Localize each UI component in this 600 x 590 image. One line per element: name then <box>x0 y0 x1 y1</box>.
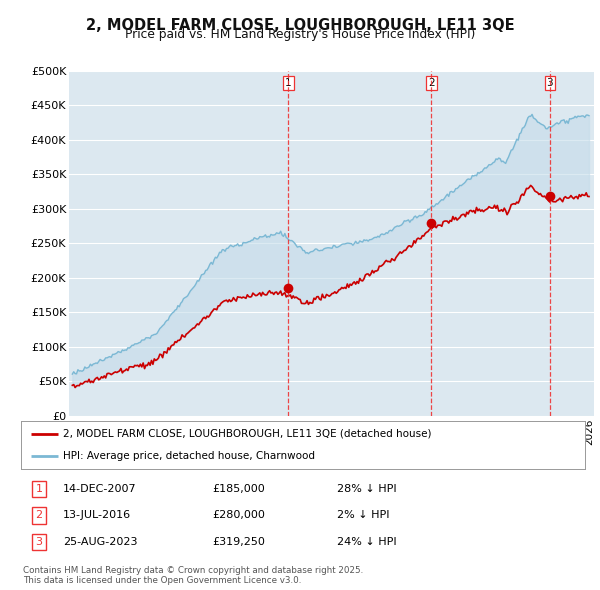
Text: 2, MODEL FARM CLOSE, LOUGHBOROUGH, LE11 3QE (detached house): 2, MODEL FARM CLOSE, LOUGHBOROUGH, LE11 … <box>64 429 432 439</box>
Text: Price paid vs. HM Land Registry's House Price Index (HPI): Price paid vs. HM Land Registry's House … <box>125 28 475 41</box>
Text: 2: 2 <box>35 510 43 520</box>
Text: 13-JUL-2016: 13-JUL-2016 <box>64 510 131 520</box>
Text: 1: 1 <box>35 484 43 494</box>
Text: 24% ↓ HPI: 24% ↓ HPI <box>337 537 397 547</box>
Text: 3: 3 <box>547 78 553 88</box>
Text: 14-DEC-2007: 14-DEC-2007 <box>64 484 137 494</box>
Text: HPI: Average price, detached house, Charnwood: HPI: Average price, detached house, Char… <box>64 451 316 461</box>
Text: 2: 2 <box>428 78 434 88</box>
Text: 28% ↓ HPI: 28% ↓ HPI <box>337 484 397 494</box>
Text: 2, MODEL FARM CLOSE, LOUGHBOROUGH, LE11 3QE: 2, MODEL FARM CLOSE, LOUGHBOROUGH, LE11 … <box>86 18 514 32</box>
Text: £280,000: £280,000 <box>213 510 266 520</box>
Text: Contains HM Land Registry data © Crown copyright and database right 2025.
This d: Contains HM Land Registry data © Crown c… <box>23 566 363 585</box>
Text: £319,250: £319,250 <box>213 537 266 547</box>
Text: £185,000: £185,000 <box>213 484 266 494</box>
Text: 2% ↓ HPI: 2% ↓ HPI <box>337 510 389 520</box>
Text: 1: 1 <box>285 78 292 88</box>
Text: 25-AUG-2023: 25-AUG-2023 <box>64 537 138 547</box>
Text: 3: 3 <box>35 537 43 547</box>
